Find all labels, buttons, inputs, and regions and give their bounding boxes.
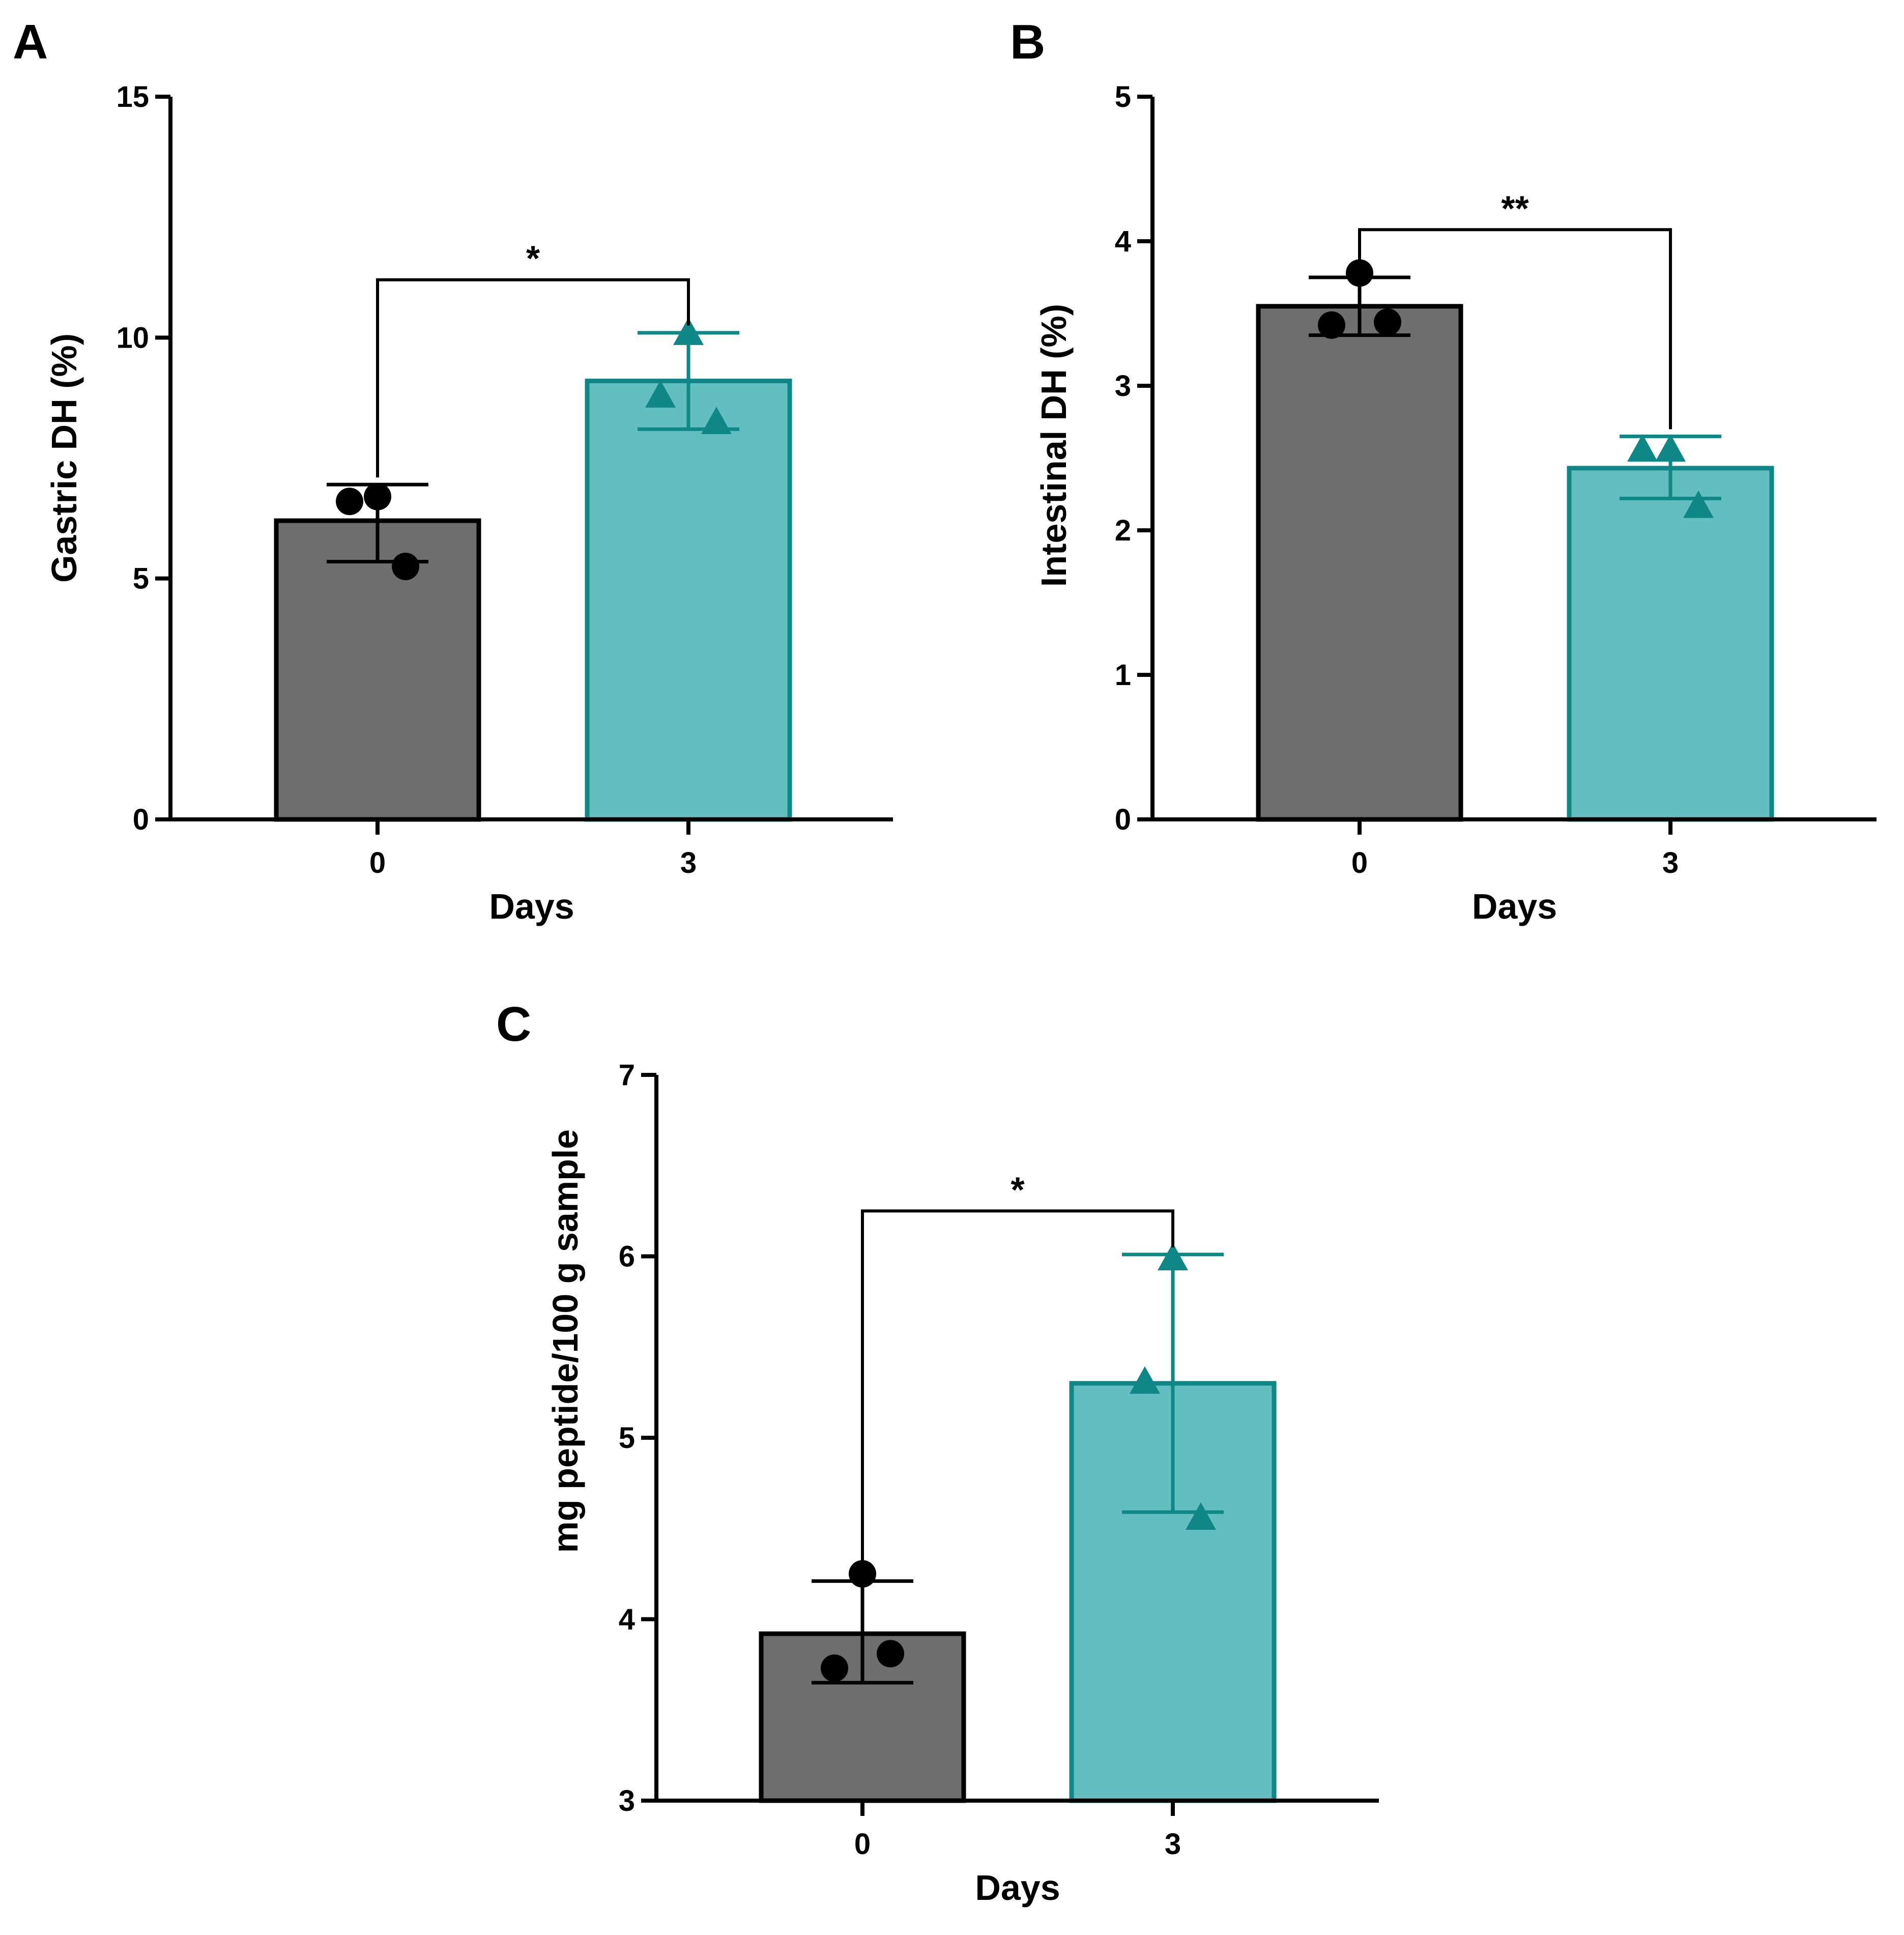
panel-letter: A <box>13 15 48 69</box>
data-point-day-3 <box>673 317 704 345</box>
panel-a: A 0 5 10 15 0 3 Days Gastric DH (%) * <box>13 15 893 926</box>
data-point-day-0 <box>336 488 363 516</box>
significance-label: * <box>526 239 540 278</box>
data-point-day-3 <box>645 380 676 408</box>
significance-bracket <box>1358 228 1672 430</box>
data-point-day-0 <box>1318 311 1345 339</box>
data-point-day-3 <box>701 407 732 434</box>
x-axis-title: Days <box>489 887 574 926</box>
x-tick-label: 3 <box>1662 846 1679 879</box>
data-point-day-3 <box>1130 1366 1160 1394</box>
x-axis-title: Days <box>1472 887 1557 926</box>
significance-bracket <box>376 278 690 478</box>
x-tick-label: 0 <box>1351 846 1368 879</box>
bar-day-0 <box>274 518 481 822</box>
bar-day-3 <box>585 379 792 822</box>
data-point-day-3 <box>1655 434 1686 462</box>
y-tick-label: 2 <box>1115 514 1131 547</box>
y-tick-label: 3 <box>1115 369 1131 403</box>
y-axis-title: Gastric DH (%) <box>44 333 84 583</box>
y-tick-label: 7 <box>619 1059 635 1092</box>
y-tick-label: 5 <box>619 1421 635 1455</box>
x-tick-label: 3 <box>1165 1828 1181 1861</box>
data-point-day-0 <box>364 482 391 510</box>
significance-bracket <box>861 1209 1174 1574</box>
panel-letter: C <box>496 997 531 1051</box>
y-tick-label: 5 <box>1115 80 1131 113</box>
x-tick-label: 0 <box>854 1828 871 1861</box>
data-point-day-0 <box>877 1640 904 1668</box>
panel-b: B 0 1 2 3 4 5 0 3 Days Intestinal DH (%) ** <box>1010 15 1877 926</box>
data-point-day-0 <box>821 1654 848 1682</box>
data-point-day-3 <box>1683 490 1714 518</box>
significance-label: ** <box>1501 188 1529 228</box>
bar-day-0 <box>1256 304 1463 822</box>
panel-letter: B <box>1010 15 1045 69</box>
x-tick-label: 3 <box>680 846 697 879</box>
y-axis-title: Intestinal DH (%) <box>1034 304 1074 587</box>
y-tick-label: 1 <box>1115 659 1131 692</box>
data-point-day-0 <box>392 553 419 580</box>
y-tick-label: 3 <box>619 1784 635 1817</box>
x-tick-label: 0 <box>369 846 386 879</box>
data-point-day-3 <box>1158 1243 1188 1271</box>
y-tick-label: 4 <box>619 1603 635 1636</box>
y-tick-label: 5 <box>133 562 149 595</box>
y-tick-label: 4 <box>1115 225 1131 258</box>
x-axis-title: Days <box>975 1868 1060 1908</box>
data-point-day-0 <box>1374 308 1401 336</box>
data-point-day-3 <box>1186 1502 1216 1530</box>
significance-label: * <box>1011 1170 1025 1209</box>
panel-c: C 3 4 5 6 7 0 3 Days mg peptide/100 g sample * <box>496 997 1379 1908</box>
data-point-day-0 <box>1346 259 1373 287</box>
bar-day-3 <box>1567 466 1774 822</box>
data-point-day-3 <box>1627 434 1658 462</box>
y-tick-label: 0 <box>1115 803 1131 836</box>
y-axis-title: mg peptide/100 g sample <box>545 1129 585 1553</box>
y-tick-label: 0 <box>133 803 149 836</box>
y-tick-label: 15 <box>116 80 149 113</box>
y-tick-label: 10 <box>116 321 149 354</box>
y-tick-label: 6 <box>619 1240 635 1273</box>
